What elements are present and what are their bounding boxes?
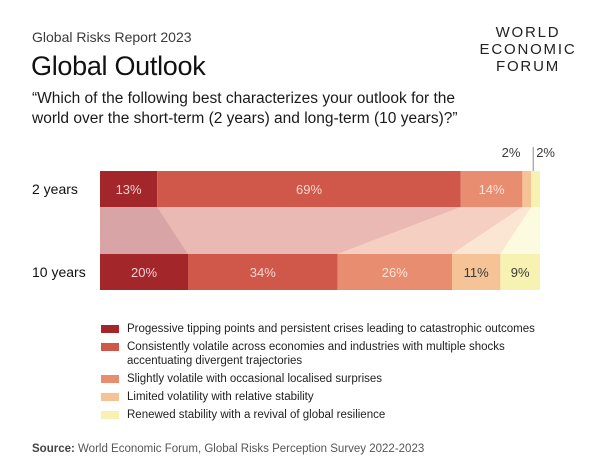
legend: Progessive tipping points and persistent… [101,322,561,426]
legend-label: Slightly volatile with occasional locali… [127,373,383,385]
report-label: Global Risks Report 2023 [32,29,192,45]
value-label: 14% [479,182,505,197]
value-label: 2% [502,145,521,160]
logo-line: ECONOMIC [479,41,577,58]
bar-segment [188,254,338,290]
legend-swatch [101,325,119,333]
legend-item: Renewed stability with a revival of glob… [101,408,561,422]
category-label: 10 years [32,264,86,280]
row-labels: 2 years 10 years [32,181,86,280]
legend-swatch [101,393,119,401]
category-label: 2 years [32,181,78,197]
bar-segment [337,254,452,290]
value-label: 2% [536,145,555,160]
value-label: 11% [464,265,489,280]
value-label: 9% [511,265,530,280]
logo-line: WORLD [495,24,561,41]
legend-item: Slightly volatile with occasional locali… [101,372,561,386]
value-label: 20% [131,265,157,280]
bar-segment [531,171,540,207]
value-label: 69% [296,182,322,197]
wef-logo: WORLD ECONOMIC FORUM [478,24,578,75]
legend-swatch [101,343,119,351]
legend-item: Consistently volatile across economies a… [101,340,561,368]
legend-label: Renewed stability with a revival of glob… [127,409,386,421]
legend-swatch [101,411,119,419]
value-label: 13% [116,182,142,197]
value-label: 34% [250,265,276,280]
bar-segment [100,254,188,290]
logo-line: FORUM [496,58,560,75]
legend-swatch [101,375,119,383]
legend-label: Limited volatility with relative stabili… [127,391,314,403]
bar-segment [500,254,540,290]
source-prefix: Source: [32,443,75,455]
connector-band [500,207,540,254]
source-text: World Economic Forum, Global Risks Perce… [74,443,425,455]
value-label: 26% [382,265,408,280]
bar-segment [157,171,461,207]
value-labels: 13% 69% 14% 2% 2% 20% 34% 26% 11% 9% [116,145,556,280]
survey-question: “Which of the following best characteriz… [32,90,458,127]
connector-band [157,207,461,254]
legend-item: Progessive tipping points and persistent… [101,322,561,336]
connector-band [337,207,523,254]
connector-band [452,207,532,254]
connector-bands [100,207,540,254]
source-note: Source: World Economic Forum, Global Ris… [32,443,424,455]
bar-segment [460,171,523,207]
legend-label: Consistently volatile across economies a… [127,341,505,367]
bar-segment [522,171,532,207]
bars [100,171,540,290]
connector-band [100,207,188,254]
legend-label: Progessive tipping points and persistent… [127,323,535,335]
bar-segment [100,171,158,207]
bar-segment [452,254,501,290]
page-title: Global Outlook [31,51,206,81]
legend-item: Limited volatility with relative stabili… [101,390,561,404]
